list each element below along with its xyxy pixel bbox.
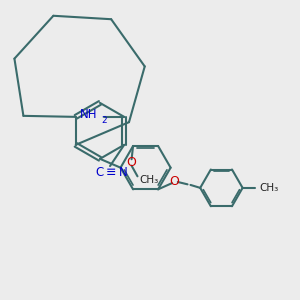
Text: ≡: ≡ — [106, 166, 116, 179]
Text: C: C — [95, 166, 104, 179]
Text: CH₃: CH₃ — [260, 183, 279, 193]
Text: 2: 2 — [101, 116, 107, 125]
Text: N: N — [119, 166, 128, 179]
Text: CH₃: CH₃ — [140, 176, 159, 185]
Text: NH: NH — [80, 108, 98, 121]
Text: O: O — [127, 156, 136, 169]
Text: O: O — [169, 176, 179, 188]
